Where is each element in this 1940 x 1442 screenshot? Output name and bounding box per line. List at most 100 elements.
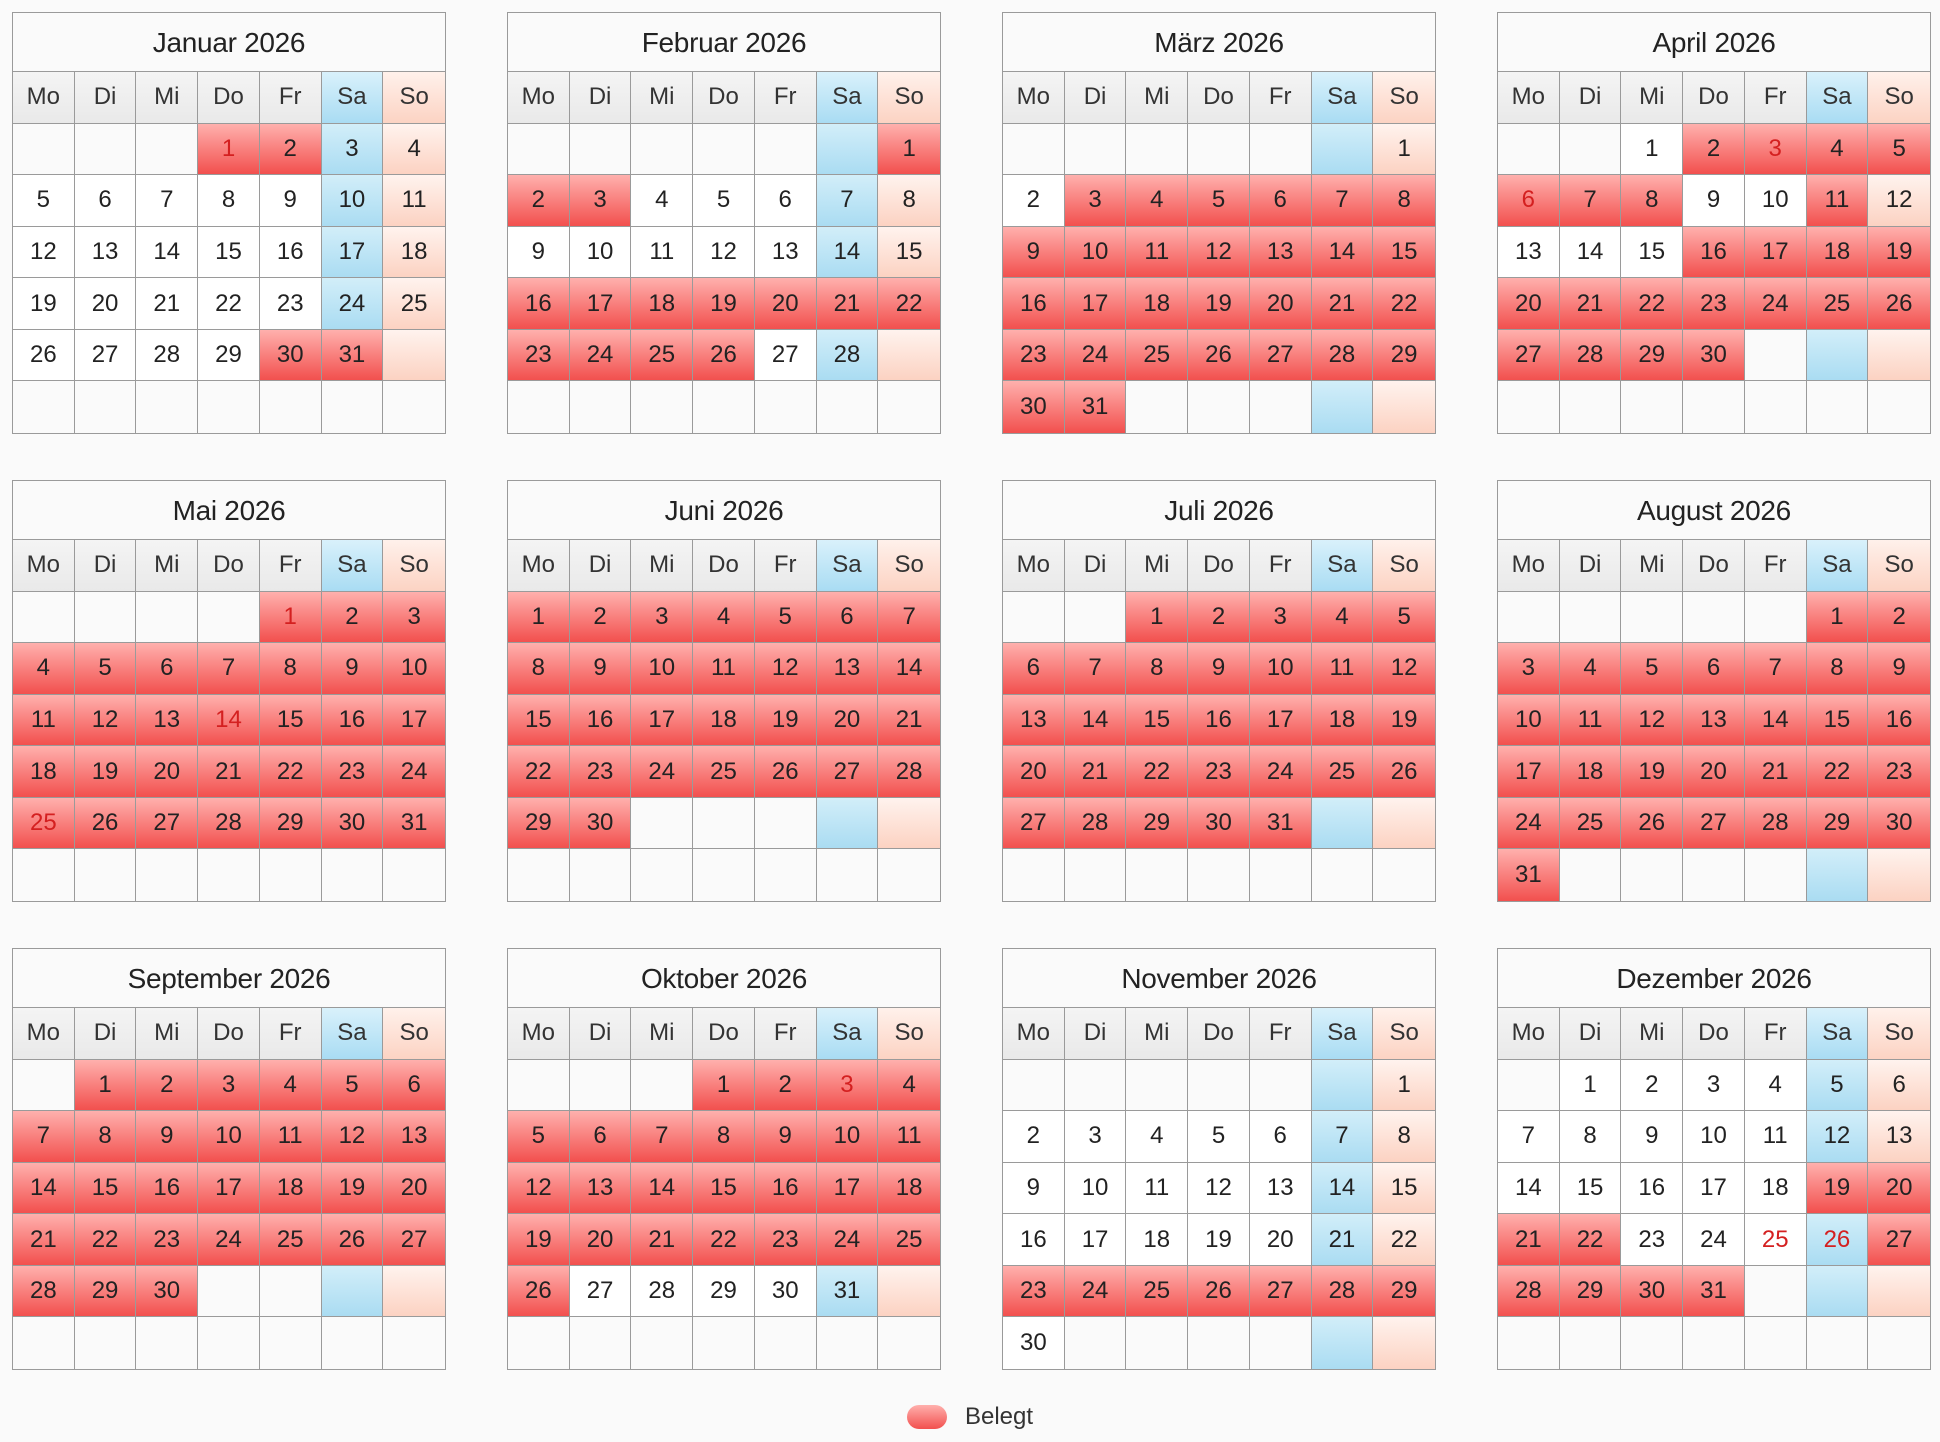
day-cell[interactable]: 23 [1003, 329, 1065, 382]
day-cell[interactable]: 30 [1868, 797, 1930, 850]
day-cell[interactable]: 3 [1249, 591, 1312, 644]
day-cell[interactable]: 15 [1806, 694, 1869, 747]
day-cell[interactable]: 21 [1744, 746, 1807, 798]
day-cell[interactable]: 25 [383, 278, 445, 330]
day-cell[interactable]: 22 [693, 1214, 755, 1266]
day-cell[interactable]: 12 [1868, 175, 1930, 227]
day-cell[interactable]: 7 [1311, 175, 1374, 227]
day-cell[interactable]: 26 [1621, 797, 1684, 850]
day-cell[interactable]: 8 [259, 643, 322, 695]
day-cell[interactable]: 27 [1498, 329, 1560, 382]
day-cell[interactable]: 4 [631, 175, 694, 227]
day-cell[interactable]: 12 [74, 694, 137, 747]
day-cell[interactable]: 9 [1868, 643, 1930, 695]
day-cell[interactable]: 21 [198, 746, 260, 798]
day-cell[interactable]: 28 [631, 1265, 694, 1318]
day-cell[interactable]: 17 [383, 694, 445, 747]
day-cell[interactable]: 27 [1249, 329, 1312, 382]
day-cell[interactable]: 19 [1188, 1214, 1250, 1266]
day-cell[interactable]: 16 [136, 1162, 199, 1215]
day-cell[interactable]: 3 [1744, 123, 1807, 176]
day-cell[interactable]: 9 [321, 643, 384, 695]
day-cell[interactable]: 26 [754, 746, 817, 798]
day-cell[interactable]: 24 [1249, 746, 1312, 798]
day-cell[interactable]: 9 [1683, 175, 1745, 227]
day-cell[interactable]: 7 [1064, 643, 1127, 695]
day-cell[interactable]: 20 [136, 746, 199, 798]
day-cell[interactable]: 22 [1621, 278, 1684, 330]
day-cell[interactable]: 3 [1064, 175, 1127, 227]
day-cell[interactable]: 15 [878, 226, 940, 279]
day-cell[interactable]: 17 [1064, 278, 1127, 330]
day-cell[interactable]: 17 [321, 226, 384, 279]
day-cell[interactable]: 16 [321, 694, 384, 747]
day-cell[interactable]: 4 [1744, 1059, 1807, 1112]
day-cell[interactable]: 12 [693, 226, 755, 279]
day-cell[interactable]: 31 [1683, 1265, 1745, 1318]
day-cell[interactable]: 18 [259, 1162, 322, 1215]
day-cell[interactable]: 1 [1621, 123, 1684, 176]
day-cell[interactable]: 1 [508, 591, 570, 644]
day-cell[interactable]: 18 [1744, 1162, 1807, 1215]
day-cell[interactable]: 15 [74, 1162, 137, 1215]
day-cell[interactable]: 6 [136, 643, 199, 695]
day-cell[interactable]: 22 [259, 746, 322, 798]
day-cell[interactable]: 27 [74, 329, 137, 382]
day-cell[interactable]: 25 [1744, 1214, 1807, 1266]
day-cell[interactable]: 15 [259, 694, 322, 747]
day-cell[interactable]: 2 [1868, 591, 1930, 644]
day-cell[interactable]: 30 [1003, 381, 1065, 433]
day-cell[interactable]: 2 [1003, 175, 1065, 227]
day-cell[interactable]: 3 [383, 591, 445, 644]
day-cell[interactable]: 7 [1744, 643, 1807, 695]
day-cell[interactable]: 12 [508, 1162, 570, 1215]
day-cell[interactable]: 13 [816, 643, 879, 695]
day-cell[interactable]: 28 [1311, 1265, 1374, 1318]
day-cell[interactable]: 29 [508, 797, 570, 850]
day-cell[interactable]: 4 [13, 643, 75, 695]
day-cell[interactable]: 11 [1744, 1111, 1807, 1163]
day-cell[interactable]: 31 [816, 1265, 879, 1318]
day-cell[interactable]: 24 [816, 1214, 879, 1266]
day-cell[interactable]: 6 [383, 1059, 445, 1112]
day-cell[interactable]: 10 [1683, 1111, 1745, 1163]
day-cell[interactable]: 5 [754, 591, 817, 644]
day-cell[interactable]: 7 [136, 175, 199, 227]
day-cell[interactable]: 10 [321, 175, 384, 227]
day-cell[interactable]: 8 [74, 1111, 137, 1163]
day-cell[interactable]: 18 [1126, 278, 1189, 330]
day-cell[interactable]: 5 [74, 643, 137, 695]
day-cell[interactable]: 27 [816, 746, 879, 798]
day-cell[interactable]: 17 [816, 1162, 879, 1215]
day-cell[interactable]: 7 [878, 591, 940, 644]
day-cell[interactable]: 19 [1621, 746, 1684, 798]
day-cell[interactable]: 4 [1311, 591, 1374, 644]
day-cell[interactable]: 28 [13, 1265, 75, 1318]
day-cell[interactable]: 20 [1249, 278, 1312, 330]
day-cell[interactable]: 25 [878, 1214, 940, 1266]
day-cell[interactable]: 26 [1868, 278, 1930, 330]
day-cell[interactable]: 1 [198, 123, 260, 176]
day-cell[interactable]: 18 [383, 226, 445, 279]
day-cell[interactable]: 2 [1188, 591, 1250, 644]
day-cell[interactable]: 21 [1559, 278, 1622, 330]
day-cell[interactable]: 2 [136, 1059, 199, 1112]
day-cell[interactable]: 23 [1868, 746, 1930, 798]
day-cell[interactable]: 6 [1498, 175, 1560, 227]
day-cell[interactable]: 8 [1621, 175, 1684, 227]
day-cell[interactable]: 14 [1559, 226, 1622, 279]
day-cell[interactable]: 3 [569, 175, 632, 227]
day-cell[interactable]: 9 [1003, 226, 1065, 279]
day-cell[interactable]: 28 [878, 746, 940, 798]
day-cell[interactable]: 15 [1126, 694, 1189, 747]
day-cell[interactable]: 17 [1249, 694, 1312, 747]
day-cell[interactable]: 10 [1064, 226, 1127, 279]
day-cell[interactable]: 7 [631, 1111, 694, 1163]
day-cell[interactable]: 5 [1621, 643, 1684, 695]
day-cell[interactable]: 31 [1249, 797, 1312, 850]
day-cell[interactable]: 16 [1683, 226, 1745, 279]
day-cell[interactable]: 26 [321, 1214, 384, 1266]
day-cell[interactable]: 14 [1311, 1162, 1374, 1215]
day-cell[interactable]: 24 [631, 746, 694, 798]
day-cell[interactable]: 21 [136, 278, 199, 330]
